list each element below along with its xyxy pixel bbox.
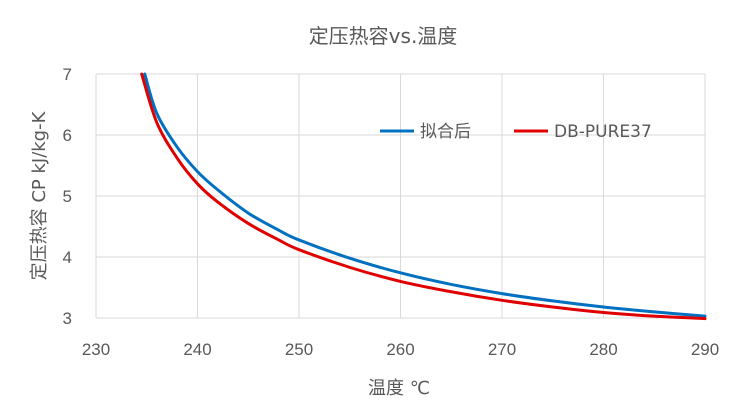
chart-title: 定压热容vs.温度 [309, 24, 458, 48]
x-tick-label-270: 270 [488, 340, 516, 359]
x-tick-label-240: 240 [183, 340, 211, 359]
series-line-db-pure37 [140, 72, 707, 321]
grid-lines [95, 73, 706, 319]
x-tick-label-260: 260 [386, 340, 414, 359]
x-tick-label-290: 290 [691, 340, 719, 359]
y-tick-label-6: 6 [63, 126, 72, 145]
y-tick-label-3: 3 [63, 309, 72, 328]
legend: 拟合后 DB-PURE37 [380, 122, 652, 142]
legend-label-fitted: 拟合后 [420, 122, 471, 142]
y-tick-label-7: 7 [63, 65, 72, 84]
y-tick-label-5: 5 [63, 187, 72, 206]
tick-labels: 230 240 250 260 270 280 290 3 4 5 6 7 [63, 65, 720, 359]
x-axis-title: 温度 ℃ [368, 378, 430, 399]
y-axis-title: 定压热容 CP kJ/kg-K [29, 110, 50, 280]
legend-label-db-pure37: DB-PURE37 [554, 122, 652, 142]
y-tick-label-4: 4 [63, 248, 72, 267]
series-line-fitted [143, 72, 707, 318]
x-tick-label-280: 280 [589, 340, 617, 359]
x-tick-label-230: 230 [82, 340, 110, 359]
series-lines [140, 72, 707, 321]
x-tick-label-250: 250 [285, 340, 313, 359]
